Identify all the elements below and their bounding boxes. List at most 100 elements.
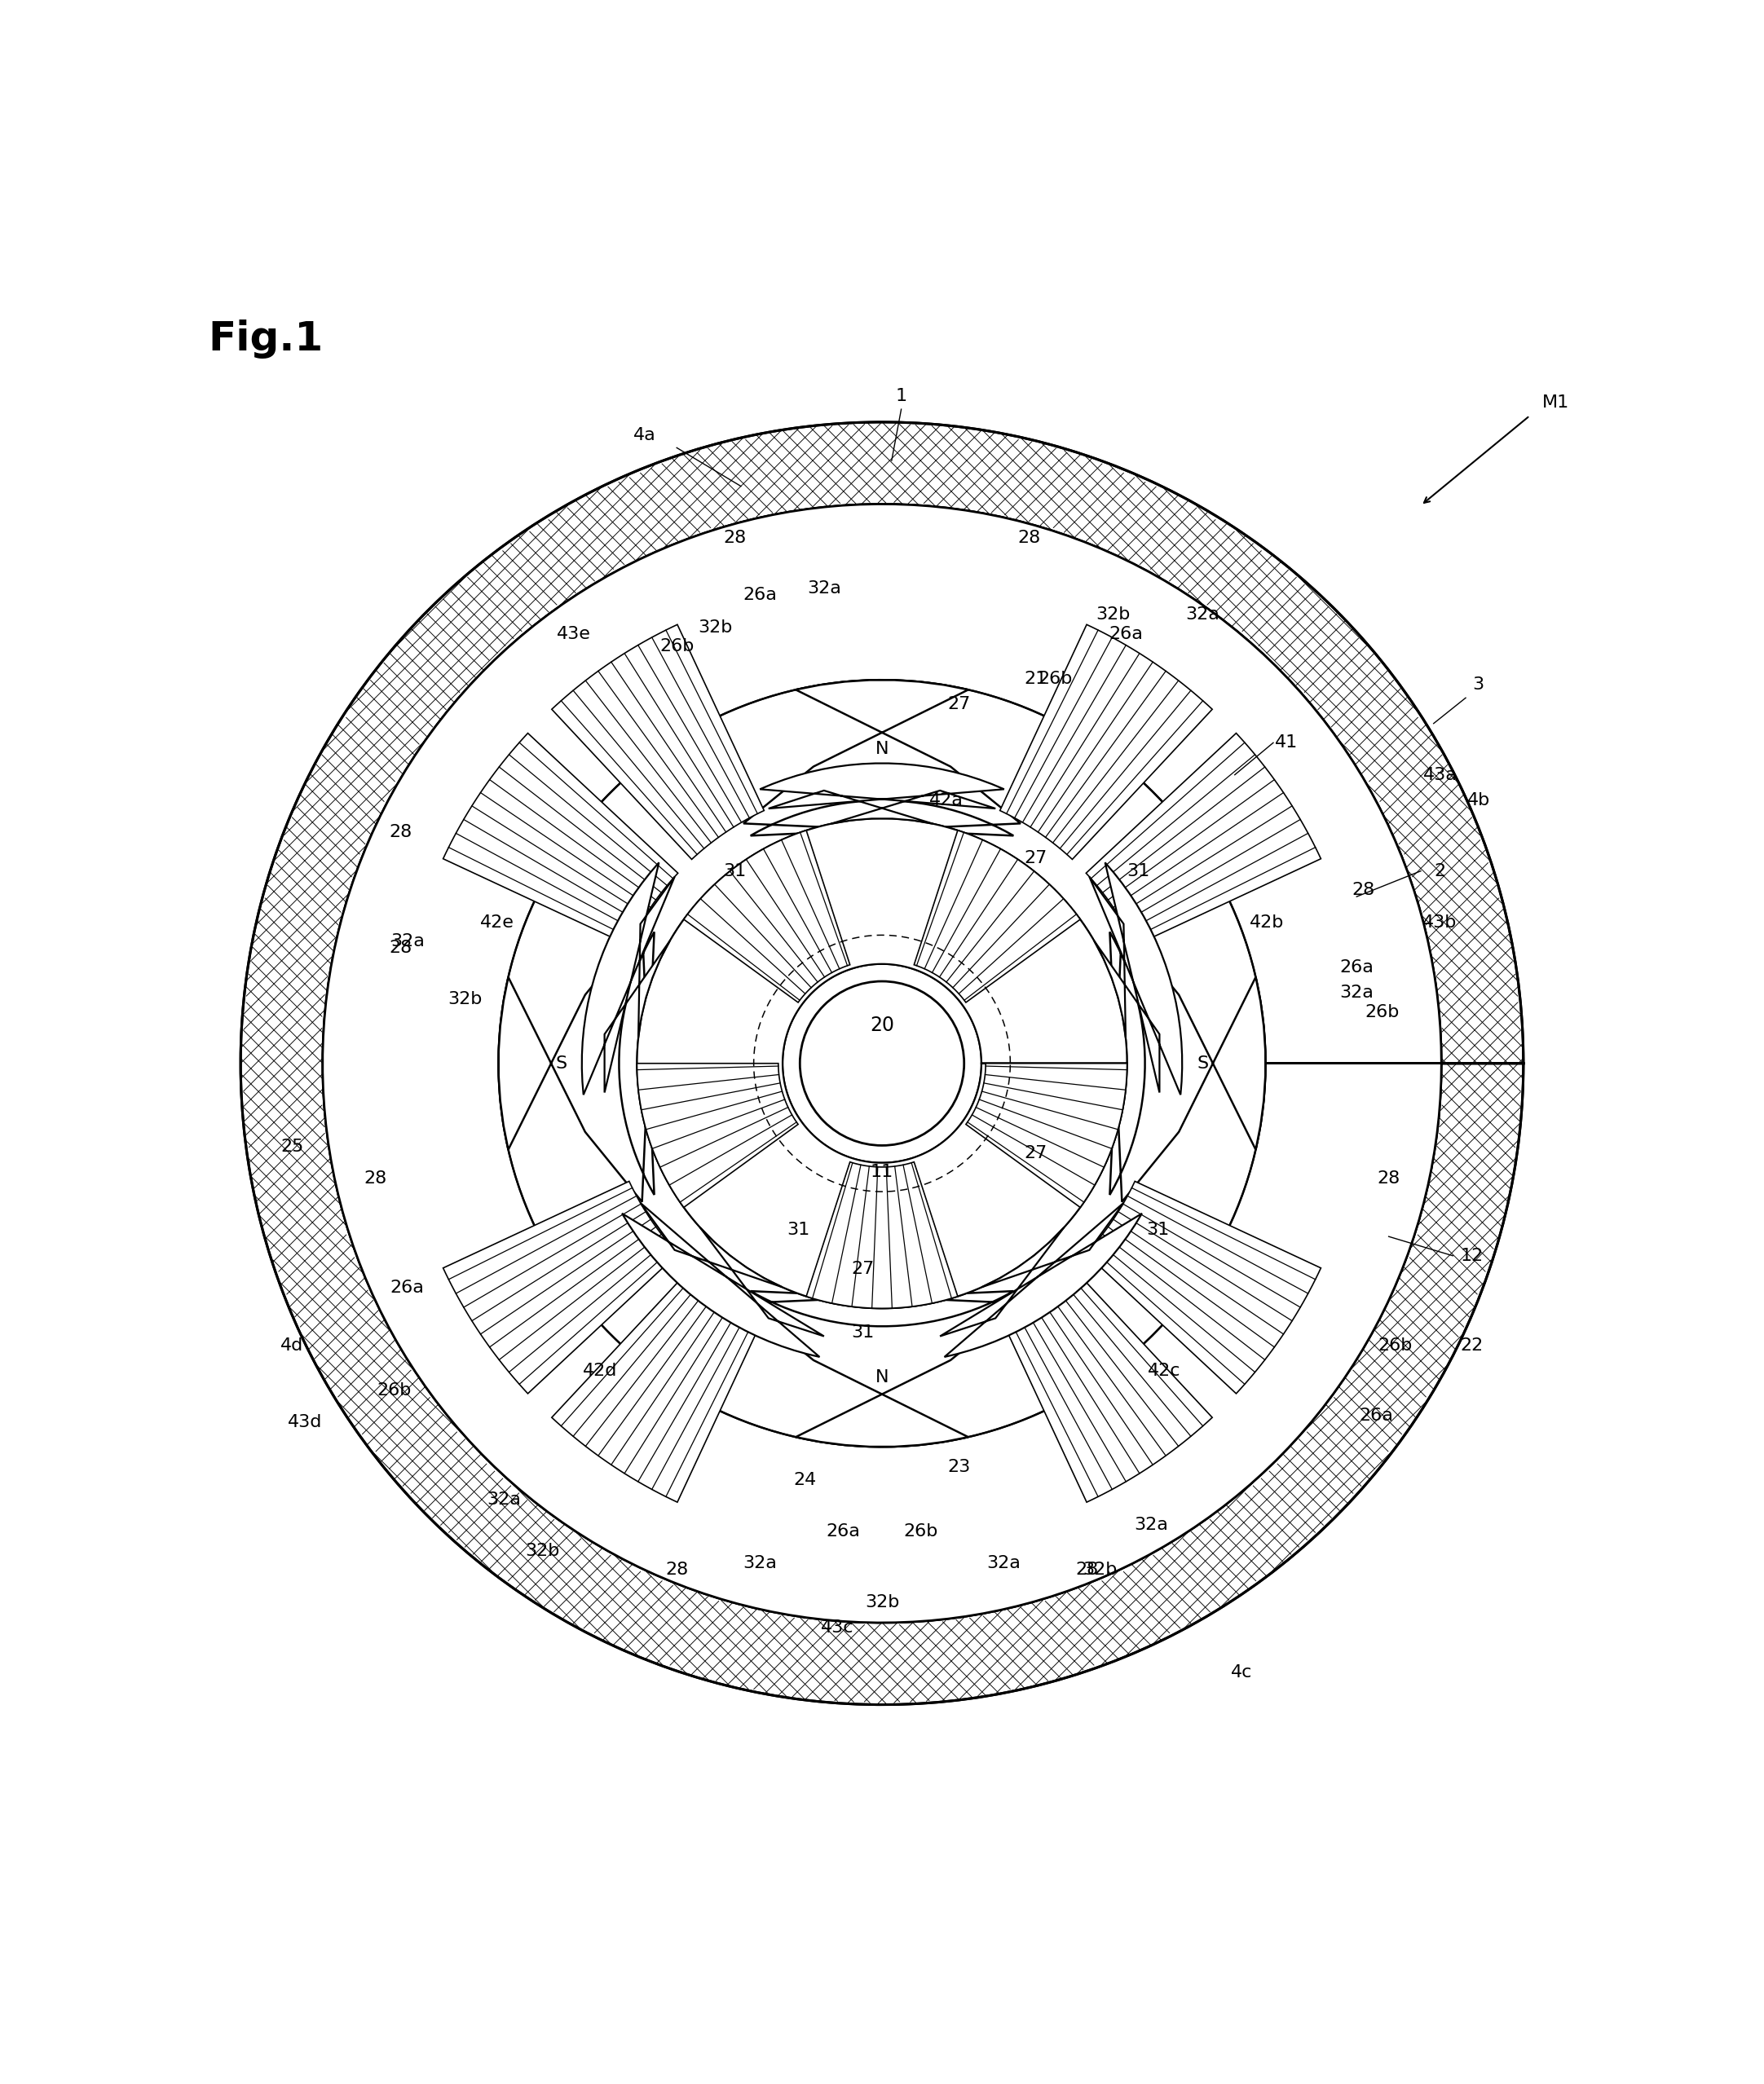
Text: 32b: 32b (1083, 1561, 1117, 1578)
Text: 32b: 32b (524, 1542, 559, 1559)
Text: 32b: 32b (699, 619, 732, 636)
Text: 32a: 32a (986, 1555, 1021, 1571)
Text: 24: 24 (794, 1471, 817, 1488)
Text: 28: 28 (1018, 529, 1041, 546)
Text: 41: 41 (1275, 734, 1298, 750)
Text: 42e: 42e (480, 915, 515, 929)
Text: 43e: 43e (557, 625, 591, 642)
Text: 25: 25 (280, 1138, 303, 1155)
Polygon shape (552, 625, 764, 859)
Polygon shape (552, 1267, 764, 1503)
Text: 4a: 4a (633, 427, 656, 444)
Text: 31: 31 (1127, 863, 1150, 879)
Circle shape (799, 982, 965, 1146)
Text: 26a: 26a (1339, 959, 1374, 975)
Text: 26b: 26b (1037, 671, 1073, 688)
Polygon shape (1087, 734, 1321, 946)
Text: 31: 31 (723, 863, 746, 879)
Text: 32a: 32a (390, 934, 425, 950)
Text: 26a: 26a (743, 588, 778, 604)
Text: 4d: 4d (280, 1338, 303, 1355)
Text: 26a: 26a (827, 1523, 861, 1540)
Polygon shape (637, 819, 1127, 1309)
Text: S: S (1198, 1055, 1208, 1071)
Text: 28: 28 (1378, 1171, 1401, 1188)
Text: 23: 23 (947, 1459, 970, 1475)
Text: M1: M1 (1542, 394, 1568, 411)
Text: 27: 27 (1025, 1144, 1048, 1161)
Polygon shape (637, 1063, 797, 1207)
Text: 42d: 42d (582, 1363, 617, 1380)
Text: 43c: 43c (820, 1619, 854, 1636)
Text: 28: 28 (390, 825, 413, 840)
Text: 26a: 26a (390, 1280, 425, 1296)
Text: 28: 28 (1351, 882, 1374, 898)
Text: 4b: 4b (1468, 792, 1491, 809)
Text: 32a: 32a (1134, 1517, 1168, 1534)
Text: 22: 22 (1461, 1338, 1484, 1355)
Text: 27: 27 (1025, 850, 1048, 867)
Text: Fig.1: Fig.1 (208, 319, 323, 358)
Polygon shape (240, 423, 1524, 1705)
Text: 31: 31 (787, 1221, 810, 1238)
Text: 26a: 26a (1108, 625, 1143, 642)
Text: 43b: 43b (1424, 915, 1457, 929)
Polygon shape (1090, 863, 1182, 1094)
Polygon shape (743, 1292, 1021, 1446)
Polygon shape (914, 829, 1080, 1002)
Text: 42c: 42c (1148, 1363, 1180, 1380)
Text: 32b: 32b (1095, 606, 1131, 623)
Text: 42b: 42b (1249, 915, 1284, 929)
Text: 26b: 26b (1365, 1004, 1399, 1021)
Text: N: N (875, 742, 889, 756)
Text: 43d: 43d (288, 1415, 323, 1430)
Text: 32a: 32a (743, 1555, 778, 1571)
Text: 32b: 32b (864, 1594, 900, 1611)
Text: 31: 31 (852, 1325, 875, 1340)
Polygon shape (443, 734, 677, 946)
Polygon shape (443, 1182, 677, 1394)
Text: 32a: 32a (808, 581, 841, 596)
Polygon shape (582, 863, 674, 1094)
Text: 26a: 26a (1358, 1409, 1394, 1423)
Polygon shape (1000, 1267, 1212, 1503)
Text: 28: 28 (1076, 1561, 1099, 1578)
Polygon shape (967, 1063, 1127, 1207)
Text: 31: 31 (1147, 1221, 1170, 1238)
Text: 21: 21 (1025, 671, 1048, 688)
Text: S: S (556, 1055, 566, 1071)
Text: 26b: 26b (1378, 1338, 1413, 1355)
Polygon shape (323, 504, 1441, 1623)
Polygon shape (684, 829, 850, 1002)
Polygon shape (806, 1163, 958, 1309)
Polygon shape (760, 763, 1004, 823)
Text: 32b: 32b (448, 992, 482, 1007)
Polygon shape (499, 925, 654, 1202)
Text: 28: 28 (363, 1171, 386, 1188)
Polygon shape (1110, 925, 1265, 1202)
Text: 1: 1 (896, 388, 907, 404)
Text: 4c: 4c (1231, 1665, 1252, 1682)
Text: 27: 27 (852, 1261, 875, 1277)
Text: 42a: 42a (930, 792, 963, 809)
Text: 26b: 26b (903, 1523, 938, 1540)
Text: 32a: 32a (487, 1492, 520, 1507)
Polygon shape (940, 1202, 1141, 1357)
Text: 26b: 26b (377, 1382, 411, 1398)
Text: 20: 20 (870, 1015, 894, 1034)
Text: 43a: 43a (1424, 767, 1457, 784)
Polygon shape (623, 1202, 824, 1357)
Text: 28: 28 (665, 1561, 688, 1578)
Polygon shape (743, 679, 1021, 836)
Text: 12: 12 (1461, 1248, 1484, 1263)
Polygon shape (1000, 625, 1212, 859)
Text: 28: 28 (390, 940, 413, 957)
Text: 32a: 32a (1339, 984, 1374, 1000)
Text: 11: 11 (870, 1165, 894, 1180)
Text: 28: 28 (723, 529, 746, 546)
Text: 27: 27 (947, 696, 970, 713)
Text: 2: 2 (1434, 863, 1446, 879)
Text: 26b: 26b (660, 638, 693, 654)
Text: 32a: 32a (1185, 606, 1219, 623)
Text: 3: 3 (1473, 677, 1484, 694)
